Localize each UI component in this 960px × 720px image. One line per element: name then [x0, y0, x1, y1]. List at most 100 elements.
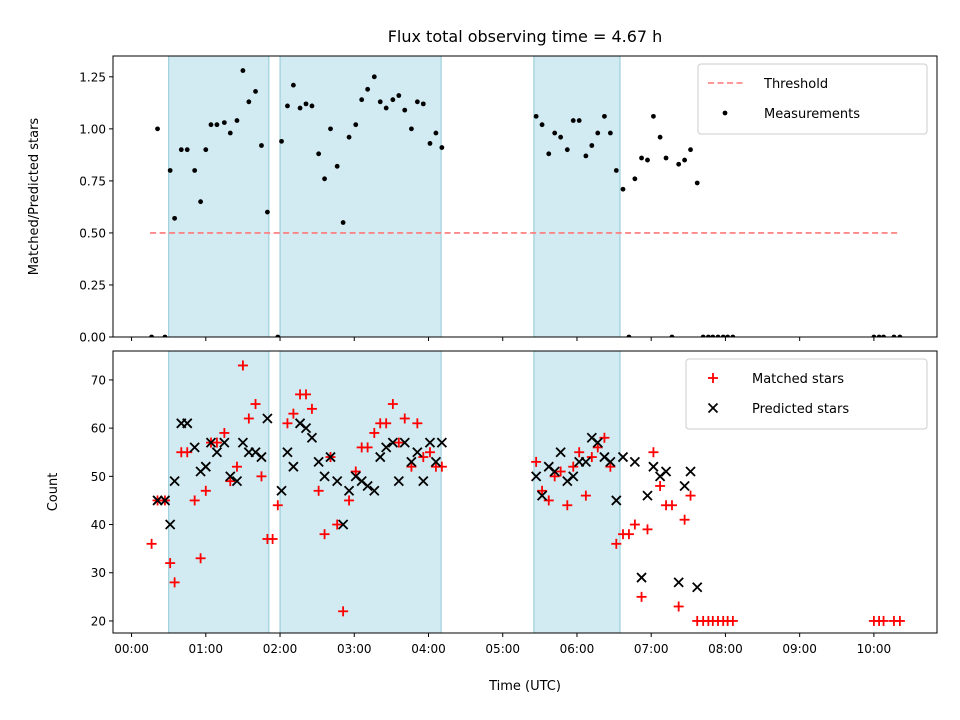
- y-tick-label: 1.25: [79, 70, 106, 84]
- matched-stars-point: [555, 466, 566, 477]
- predicted-stars-point: [660, 466, 672, 477]
- predicted-stars-point: [381, 442, 392, 453]
- predicted-stars-point-b: [375, 451, 386, 463]
- legend-label-measurements: Measurements: [764, 107, 860, 122]
- measurements-point: [539, 122, 545, 128]
- y-tick-label: 60: [91, 422, 106, 436]
- y-axis-label: Count: [46, 473, 61, 512]
- matched-stars-point: [642, 524, 653, 535]
- predicted-stars-point: [189, 442, 200, 453]
- predicted-stars-point: [276, 485, 287, 496]
- predicted-stars-point-b: [436, 437, 447, 448]
- legend-swatch-matched-stars: [708, 373, 718, 383]
- predicted-stars-point: [679, 480, 690, 492]
- measurements-point: [688, 147, 693, 153]
- predicted-stars-point-b: [580, 456, 592, 468]
- measurements-point: [371, 74, 377, 80]
- measurements-point: [607, 130, 613, 136]
- measurements-point: [409, 126, 414, 132]
- matched-stars-point: [256, 471, 267, 482]
- predicted-stars-point-b: [337, 519, 349, 530]
- measurements-point: [676, 161, 682, 167]
- matched-stars-point: [306, 403, 317, 414]
- matched-stars-point: [332, 519, 343, 530]
- legend-swatch-predicted-stars: [707, 402, 719, 414]
- x-tick-label: 10:00: [857, 642, 892, 656]
- predicted-stars-point-b: [412, 447, 423, 458]
- predicted-stars-point: [555, 447, 566, 458]
- predicted-stars-point-b: [642, 490, 653, 501]
- legend-label-predicted-stars: Predicted stars: [752, 402, 849, 417]
- predicted-stars-point: [436, 437, 447, 448]
- matched-stars-point: [399, 413, 410, 424]
- predicted-stars-point-b: [673, 577, 684, 588]
- measurements-point: [433, 130, 439, 136]
- predicted-stars-point-b: [536, 490, 548, 501]
- measurements-point: [290, 82, 296, 88]
- matched-stars-point: [338, 606, 349, 617]
- measurements-point: [178, 147, 184, 153]
- predicted-stars-point: [536, 490, 548, 501]
- matched-stars-point: [369, 427, 380, 438]
- predicted-stars-point-b: [169, 476, 180, 487]
- predicted-stars-point-b: [568, 471, 579, 482]
- measurements-point: [322, 176, 327, 182]
- predicted-stars-point-b: [306, 432, 318, 443]
- measurements-point: [595, 130, 601, 136]
- predicted-stars-point: [306, 432, 318, 443]
- measurements-point: [184, 147, 190, 153]
- matched-stars-point: [436, 461, 447, 472]
- predicted-stars-point-b: [599, 451, 610, 463]
- predicted-stars-point: [424, 437, 436, 448]
- predicted-stars-point: [225, 471, 236, 482]
- predicted-stars-point-b: [356, 476, 367, 487]
- matched-stars-point: [387, 399, 398, 410]
- matched-stars-point: [418, 452, 429, 463]
- y-tick-label: 50: [91, 470, 106, 484]
- matched-stars-point: [237, 360, 248, 371]
- measurements-point: [705, 334, 711, 337]
- predicted-stars-point: [636, 572, 647, 583]
- y-axis-label: Matched/Predicted stars: [27, 118, 42, 276]
- measurements-point: [253, 88, 258, 94]
- predicted-stars-point-b: [530, 471, 542, 482]
- measurements-point: [730, 334, 736, 337]
- matched-stars-point: [543, 495, 554, 506]
- predicted-stars-point: [332, 476, 343, 487]
- predicted-stars-point: [412, 447, 423, 458]
- predicted-stars-point-b: [231, 476, 243, 487]
- predicted-stars-point-b: [182, 418, 193, 429]
- predicted-stars-point-b: [430, 456, 442, 468]
- predicted-stars-point: [549, 466, 560, 477]
- predicted-stars-point-b: [152, 495, 163, 506]
- measurements-point: [246, 99, 252, 105]
- measurements-point: [720, 334, 726, 337]
- x-tick-label: 07:00: [634, 642, 669, 656]
- x-tick-label: 02:00: [263, 642, 298, 656]
- measurements-point: [279, 138, 284, 144]
- predicted-stars-point: [568, 471, 579, 482]
- predicted-stars-point-b: [617, 451, 629, 463]
- predicted-stars-point-b: [611, 495, 622, 506]
- matched-stars-point: [211, 437, 222, 448]
- predicted-stars-point: [159, 495, 171, 506]
- matched-stars-point: [679, 514, 690, 525]
- measurements-point: [234, 118, 240, 123]
- matched-stars-point: [648, 447, 659, 458]
- predicted-stars-point-b: [159, 495, 171, 506]
- measurements-point: [414, 99, 420, 105]
- predicted-stars-point: [648, 461, 659, 472]
- predicted-stars-point-b: [319, 471, 330, 482]
- measurements-point: [259, 143, 264, 148]
- matched-stars-point: [200, 485, 211, 496]
- bottom-panel: 20 30 40 50 60 70 00:00 01:00 02:00 03:00 04:00 05:…: [46, 350, 938, 656]
- predicted-stars-point: [530, 471, 542, 482]
- measurements-point: [632, 176, 638, 182]
- y-tick-label: 1.00: [79, 122, 106, 136]
- matched-stars-point: [313, 485, 324, 496]
- predicted-stars-point-b: [586, 432, 597, 443]
- matched-stars-point: [623, 529, 634, 540]
- observing-interval-1: [168, 56, 270, 337]
- measurements-point: [891, 334, 897, 337]
- predicted-stars-point: [300, 422, 312, 434]
